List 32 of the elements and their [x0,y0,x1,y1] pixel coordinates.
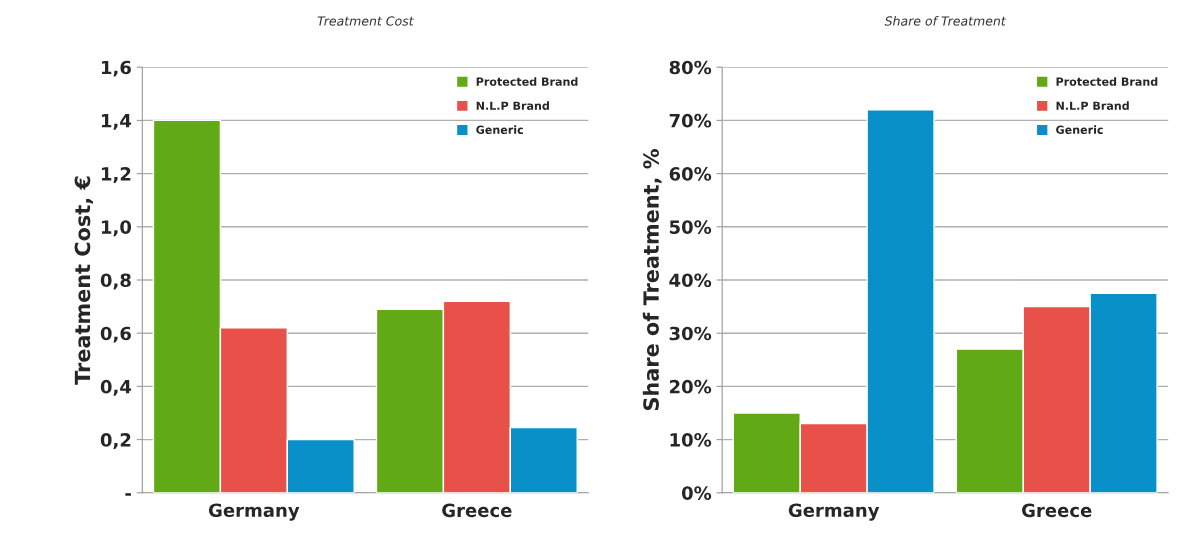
legend-label: Generic [476,125,523,134]
x-tick-label: Germany [788,503,880,521]
x-tick-label: Germany [208,503,300,521]
y-tick-label: 60% [669,167,712,181]
y-tick-label: 1,2 [101,167,131,184]
y-tick-label: 20% [669,379,712,394]
y-tick-label: 40% [669,273,712,288]
y-tick-label: 50% [669,220,712,234]
x-tick-label: Greece [1022,503,1092,518]
y-tick-label: 30% [669,326,712,341]
y-tick-label: 1,0 [101,220,132,237]
y-tick-label: 1,6 [101,60,131,77]
y-tick-label: - [125,493,131,496]
legend-label: Generic [1056,125,1103,134]
legend-label: Protected Brand [476,77,578,86]
chart-title: Treatment Cost [317,16,414,26]
y-tick-label: 0,6 [100,326,131,343]
y-tick-label: 0% [681,486,712,500]
y-tick-label: 0,2 [100,433,131,450]
y-axis-title: Share of Treatment, % [642,149,662,411]
y-axis-title: Treatment Cost, € [74,176,93,385]
y-tick-label: 10% [670,433,712,447]
x-tick-label: Greece [442,503,512,518]
y-tick-label: 0,4 [100,379,132,396]
y-tick-label: 80% [669,60,712,75]
y-tick-label: 1,4 [101,114,132,130]
legend-label: N.L.P Brand [1056,101,1129,110]
legend-label: N.L.P Brand [476,101,549,110]
legend-label: Protected Brand [1056,77,1158,86]
y-tick-label: 0,8 [100,273,131,290]
y-tick-label: 70% [669,113,712,128]
chart-title: Share of Treatment [884,16,1007,26]
